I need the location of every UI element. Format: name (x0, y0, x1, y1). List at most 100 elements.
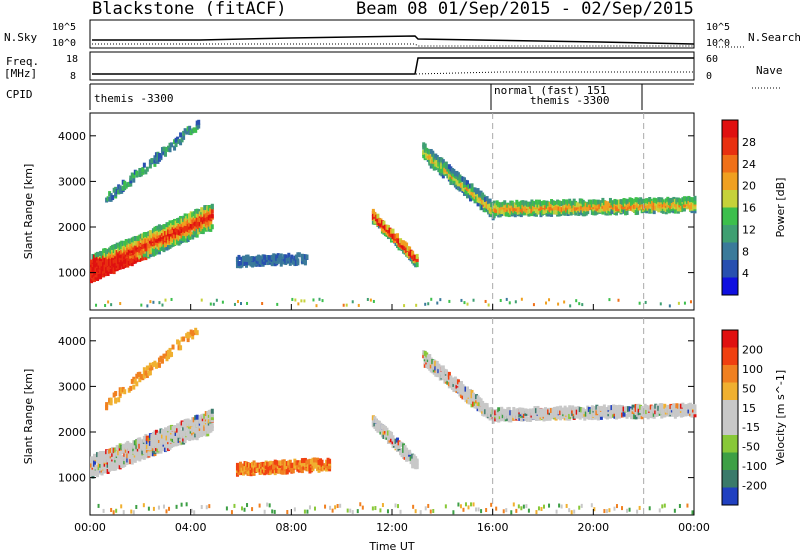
power-echo-cell (440, 163, 444, 169)
velocity-echo-cell (315, 463, 319, 469)
velocity-noise-cell (648, 506, 651, 511)
power-echo-cell (425, 151, 429, 157)
power-echo-cell (373, 218, 377, 224)
power-echo-cell (577, 202, 581, 208)
velocity-echo-cell (323, 463, 327, 469)
power-echo-cell (649, 208, 653, 214)
velocity-echo-cell (188, 419, 192, 425)
power-echo-cell (242, 259, 246, 265)
power-echo-cell (157, 226, 161, 232)
power-echo-cell (291, 258, 295, 264)
power-echo-cell (449, 169, 453, 175)
velocity-echo-cell (602, 404, 606, 410)
velocity-echo-cell (276, 461, 280, 467)
power-echo-cell (627, 202, 631, 208)
velocity-echo-cell (539, 408, 543, 414)
power-noise-cell (366, 297, 369, 301)
power-echo-cell (209, 208, 213, 214)
power-echo-cell (550, 199, 554, 205)
velocity-echo-cell (153, 360, 157, 366)
velocity-echo-cell (108, 448, 112, 454)
power-echo-cell (624, 207, 628, 213)
power-echo-cell (97, 251, 101, 257)
velocity-echo-cell (285, 469, 289, 475)
freq-unit-label: [MHz] (4, 67, 38, 80)
power-noise-cell (95, 303, 98, 307)
power-echo-cell (150, 247, 154, 253)
velocity-echo-cell (530, 410, 534, 416)
velocity-noise-cell (175, 504, 178, 509)
power-echo-cell (123, 185, 127, 191)
colorbar-tick-label: 20 (742, 180, 756, 193)
velocity-echo-cell (183, 438, 187, 444)
velocity-echo-cell (142, 367, 146, 373)
velocity-echo-cell (263, 467, 267, 473)
power-echo-cell (132, 250, 136, 256)
power-noise-cell (164, 298, 167, 302)
velocity-echo-cell (157, 435, 161, 441)
velocity-echo-cell (320, 459, 324, 465)
velocity-echo-cell (148, 362, 152, 368)
velocity-echo-cell (251, 467, 255, 473)
velocity-echo-cell (428, 357, 432, 363)
velocity-noise-cell (230, 510, 233, 515)
power-echo-cell (123, 240, 127, 246)
power-echo-cell (446, 173, 450, 179)
power-echo-cell (539, 201, 543, 207)
cpid-segment-1: themis -3300 (94, 92, 174, 105)
velocity-echo-cell (159, 428, 163, 434)
velocity-echo-cell (118, 464, 122, 470)
velocity-echo-cell (438, 365, 442, 371)
power-echo-cell (139, 245, 143, 251)
velocity-echo-cell (581, 413, 585, 419)
y-tick-label: 2000 (58, 426, 86, 439)
velocity-echo-cell (112, 455, 116, 461)
power-echo-cell (440, 168, 444, 174)
power-noise-cell (261, 302, 264, 306)
power-echo-cell (108, 259, 112, 265)
power-noise-cell (581, 303, 584, 307)
velocity-noise-cell (190, 508, 193, 513)
velocity-echo-cell (132, 384, 136, 390)
power-echo-cell (531, 210, 535, 216)
velocity-echo-cell (482, 411, 486, 417)
power-echo-cell (173, 145, 177, 151)
velocity-echo-cell (409, 455, 413, 461)
power-echo-cell (203, 222, 207, 228)
power-echo-cell (682, 206, 686, 212)
velocity-noise-cell (381, 503, 384, 508)
velocity-echo-cell (105, 405, 109, 411)
power-echo-cell (201, 215, 205, 221)
power-noise-cell (303, 299, 306, 303)
velocity-echo-cell (548, 407, 552, 413)
velocity-echo-cell (174, 438, 178, 444)
power-echo-cell (660, 202, 664, 208)
velocity-echo-cell (157, 443, 161, 449)
velocity-echo-cell (693, 404, 697, 410)
velocity-echo-cell (129, 447, 133, 453)
velocity-echo-cell (167, 426, 171, 432)
velocity-echo-cell (145, 451, 149, 457)
power-echo-cell (276, 258, 280, 264)
power-echo-cell (207, 218, 211, 224)
power-echo-cell (133, 257, 137, 263)
velocity-echo-cell (194, 327, 198, 333)
power-echo-cell (106, 196, 110, 202)
velocity-echo-cell (200, 421, 204, 427)
power-echo-cell (669, 200, 673, 206)
power-echo-cell (415, 257, 419, 263)
velocity-echo-cell (472, 392, 476, 398)
power-echo-cell (114, 249, 118, 255)
velocity-echo-cell (201, 426, 205, 432)
power-echo-cell (160, 225, 164, 231)
power-echo-cell (112, 187, 116, 193)
power-echo-cell (652, 201, 656, 207)
power-echo-cell (376, 213, 380, 219)
velocity-noise-cell (313, 506, 316, 511)
power-noise-cell (357, 303, 360, 307)
power-echo-cell (115, 257, 119, 263)
power-echo-cell (204, 211, 208, 217)
power-echo-cell (93, 271, 97, 277)
velocity-echo-cell (96, 469, 100, 475)
power-echo-cell (604, 210, 608, 216)
